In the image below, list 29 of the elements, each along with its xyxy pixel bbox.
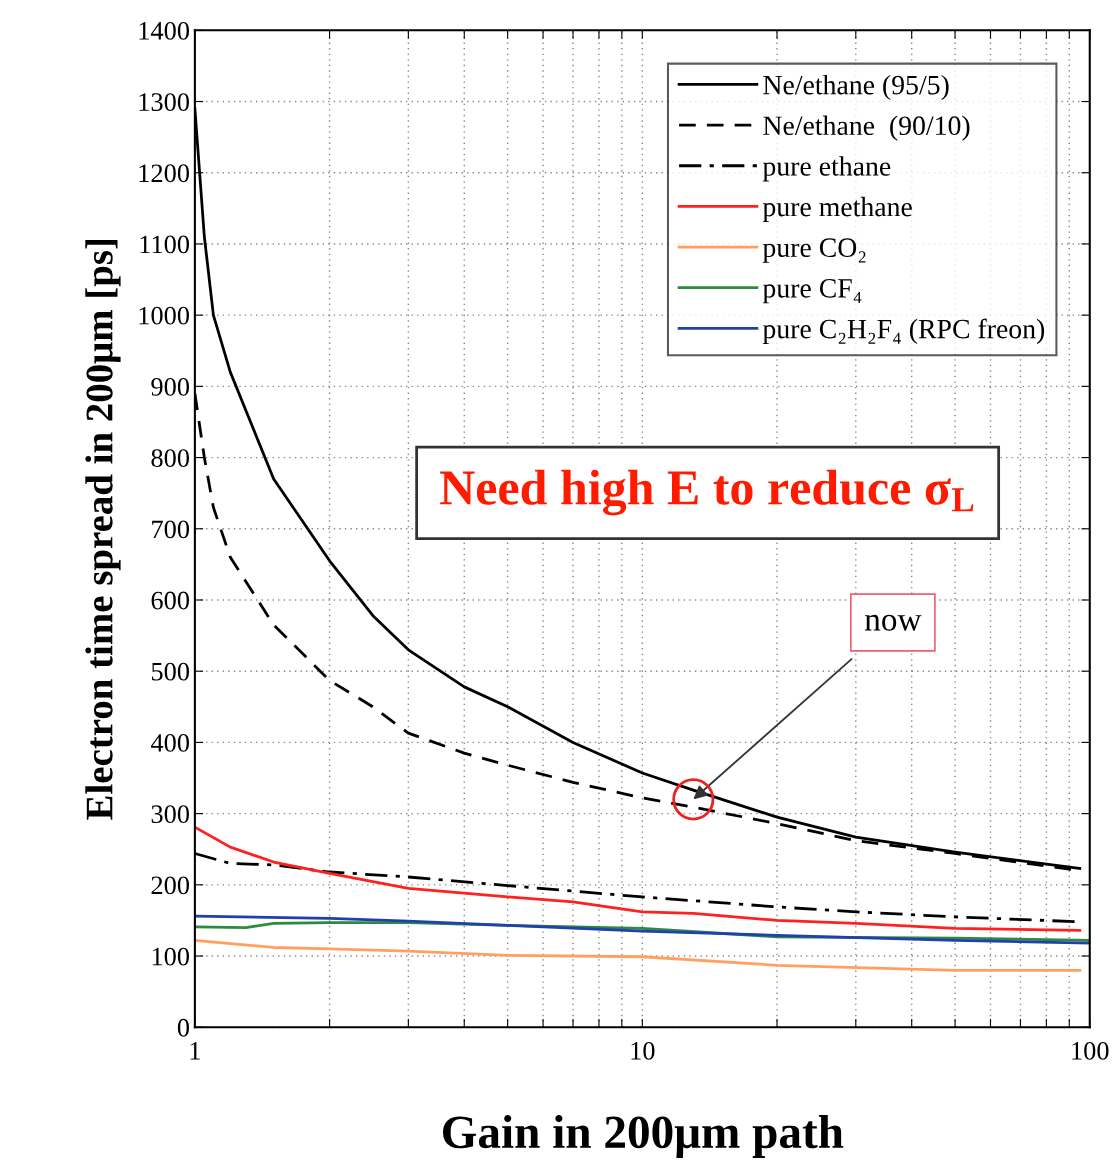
y-axis-title: Electron time spread in 200μm [ps] xyxy=(85,239,121,820)
y-tick-label: 1400 xyxy=(139,21,190,40)
annotation: Need high E to reduce σ$_{L}$ xyxy=(440,469,974,516)
x-axis-title: Gain in 200μm path xyxy=(442,1115,844,1158)
legend-label: pure CO₂ xyxy=(762,238,866,263)
y-tick-label: 600 xyxy=(151,591,190,610)
y-tick-label: 300 xyxy=(151,805,190,824)
y-tick-label: 1000 xyxy=(139,306,190,325)
legend-label: Ne/ethane (95/5) xyxy=(763,74,949,101)
x-tick-label: 100 xyxy=(1072,1041,1109,1060)
y-tick-label: 900 xyxy=(151,377,190,396)
y-tick-label: 800 xyxy=(151,449,190,467)
legend-label: pure methane xyxy=(762,196,912,223)
y-tick-label: 200 xyxy=(151,876,190,895)
x-tick-label: 10 xyxy=(631,1041,655,1060)
y-tick-label: 1100 xyxy=(140,235,190,254)
y-tick-label: 700 xyxy=(152,520,190,539)
x-tick-label: 1 xyxy=(190,1042,200,1060)
legend-label: Ne/ethane (90/10) xyxy=(763,115,970,141)
legend-label: pure ethane xyxy=(762,156,891,182)
legend-label: pure C₂H₂F₄ (RPC freon) xyxy=(762,318,1045,345)
annotation: now xyxy=(864,614,922,631)
y-tick-label: 1200 xyxy=(139,164,190,183)
y-tick-label: 0 xyxy=(177,1018,190,1037)
y-tick-label: 1300 xyxy=(139,93,190,111)
y-tick-label: 500 xyxy=(151,662,190,681)
y-tick-label: 400 xyxy=(150,734,190,752)
legend-label: pure CF₄ xyxy=(762,279,862,304)
y-tick-label: 100 xyxy=(152,947,190,966)
